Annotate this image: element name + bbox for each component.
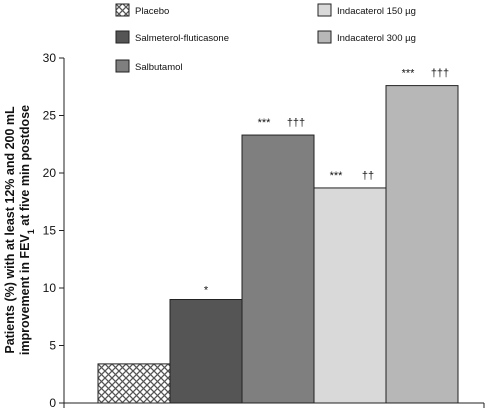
legend-label-5: Indacaterol 300 µg — [337, 33, 416, 44]
y-tick-label-6: 30 — [43, 51, 57, 65]
legend-swatch-2 — [115, 30, 130, 44]
y-tick-label-1: 5 — [49, 339, 56, 353]
y-tick-label-3: 15 — [43, 224, 57, 238]
bar-3-daggers: ††† — [287, 117, 305, 129]
axes: 0 5 10 15 20 25 30 — [43, 51, 485, 410]
bar-4-stars: *** — [330, 170, 344, 182]
bar-2-stars: * — [204, 285, 209, 297]
legend-swatch-4 — [317, 3, 332, 17]
bar-4 — [313, 187, 387, 404]
y-axis-label-line1: Patients (%) with at least 12% and 200 m… — [3, 106, 17, 354]
y-tick-label-5: 25 — [43, 109, 57, 123]
y-tick-label-0: 0 — [49, 396, 56, 410]
legend-label-3: Salbutamol — [135, 62, 183, 73]
legend-label-4: Indacaterol 150 µg — [337, 6, 416, 17]
bar-3 — [241, 134, 315, 404]
legend-swatch-1 — [115, 3, 130, 17]
y-axis-label: Patients (%) with at least 12% and 200 m… — [3, 105, 36, 355]
legend-label-1: Placebo — [135, 6, 169, 17]
bar-3-stars: *** — [258, 117, 272, 129]
bars — [97, 85, 459, 404]
significance-annotations: **** †††*** ††*** ††† — [204, 68, 449, 297]
bar-5-stars: *** — [402, 68, 416, 80]
legend-label-2: Salmeterol-fluticasone — [135, 33, 229, 44]
y-tick-label-4: 20 — [43, 166, 57, 180]
legend-swatch-5 — [317, 30, 332, 44]
legend: Placebo Salmeterol-fluticasone Salbutamol I… — [115, 3, 416, 73]
bar-1 — [97, 363, 171, 404]
y-tick-label-2: 10 — [43, 281, 57, 295]
bar-5-daggers: ††† — [431, 68, 449, 80]
bar-5 — [385, 85, 459, 404]
bar-2 — [169, 299, 243, 404]
legend-swatch-3 — [115, 59, 130, 73]
y-axis-label-line2: improvement in FEV1 at five min postdose — [18, 105, 36, 355]
bar-4-daggers: †† — [362, 170, 374, 182]
